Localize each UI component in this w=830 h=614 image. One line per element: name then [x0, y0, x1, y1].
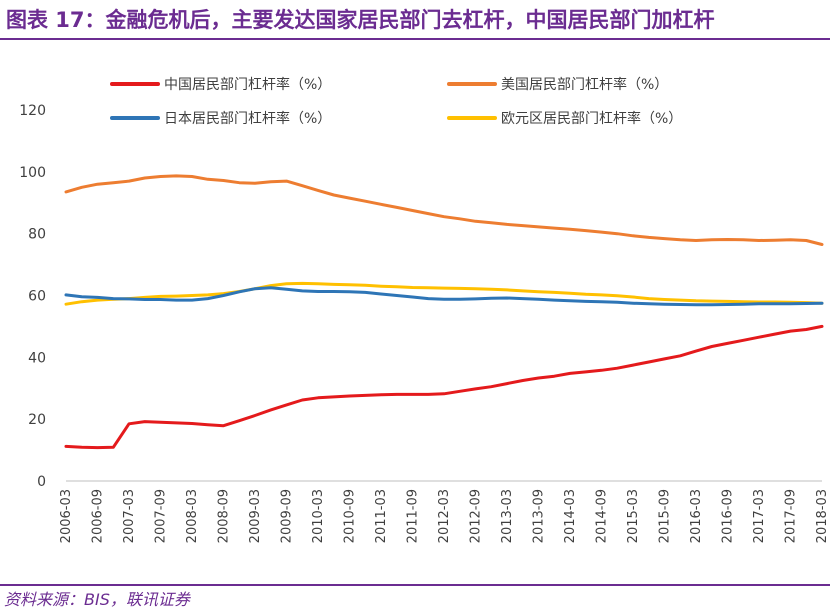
y-tick-label: 0 — [37, 474, 46, 490]
x-tick-label: 2017-09 — [784, 489, 799, 543]
y-tick-label: 60 — [28, 289, 46, 305]
x-tick-label: 2010-03 — [311, 489, 326, 543]
x-tick-label: 2007-03 — [122, 489, 137, 543]
y-tick-label: 80 — [28, 227, 46, 243]
legend-label-euro: 欧元区居民部门杠杆率（%） — [501, 110, 682, 127]
y-tick-label: 100 — [19, 165, 46, 181]
x-tick-label: 2013-03 — [500, 489, 515, 543]
x-tick-label: 2016-03 — [689, 489, 704, 543]
series-lines — [64, 174, 824, 450]
x-tick-label: 2010-09 — [343, 489, 358, 543]
legend-label-usa: 美国居民部门杠杆率（%） — [501, 76, 668, 93]
x-tick-label: 2011-03 — [374, 489, 389, 543]
legend-label-japan: 日本居民部门杠杆率（%） — [164, 110, 331, 127]
x-tick-label: 2017-03 — [752, 489, 767, 543]
x-tick-label: 2008-09 — [217, 489, 232, 543]
y-tick-label: 40 — [28, 350, 46, 366]
legend-label-china: 中国居民部门杠杆率（%） — [164, 76, 331, 93]
series-line-usa — [64, 174, 824, 246]
series-line-japan — [64, 286, 824, 307]
title-divider — [0, 38, 830, 40]
x-tick-label: 2008-03 — [185, 489, 200, 543]
x-tick-label: 2012-09 — [469, 489, 484, 543]
x-tick-label: 2012-03 — [437, 489, 452, 543]
x-axis: 2006-03 2006-09 2007-03 2007-09 2008-03 2008-… — [59, 480, 830, 543]
legend: 中国居民部门杠杆率（%） 美国居民部门杠杆率（%） 日本居民部门杠杆率（%） 欧元区居… — [110, 76, 682, 127]
legend-entry-china: 中国居民部门杠杆率（%） — [110, 76, 331, 93]
series-line-euro — [64, 281, 824, 306]
x-tick-label: 2016-09 — [721, 489, 736, 543]
source-note: 资料来源：BIS，联讯证券 — [4, 590, 190, 609]
y-tick-label: 20 — [28, 412, 46, 428]
x-tick-label: 2007-09 — [154, 489, 169, 543]
x-tick-label: 2013-09 — [532, 489, 547, 543]
source-divider — [0, 584, 830, 586]
x-tick-label: 2015-03 — [626, 489, 641, 543]
y-tick-label: 120 — [19, 103, 46, 119]
legend-entry-usa: 美国居民部门杠杆率（%） — [447, 76, 668, 93]
page-title: 图表 17：金融危机后，主要发达国家居民部门去杠杆，中国居民部门加杠杆 — [6, 8, 715, 32]
x-tick-label: 2014-03 — [563, 489, 578, 543]
series-line-china — [64, 324, 824, 450]
y-axis: 0 20 40 60 80 100 120 — [19, 103, 46, 490]
x-tick-label: 2006-03 — [59, 489, 74, 543]
x-tick-label: 2014-09 — [595, 489, 610, 543]
x-tick-label: 2009-09 — [280, 489, 295, 543]
x-tick-label: 2006-09 — [91, 489, 106, 543]
x-tick-label: 2011-09 — [406, 489, 421, 543]
x-tick-label: 2009-03 — [248, 489, 263, 543]
x-tick-label: 2018-03 — [815, 489, 830, 543]
legend-entry-euro: 欧元区居民部门杠杆率（%） — [447, 110, 682, 127]
x-tick-label: 2015-09 — [658, 489, 673, 543]
legend-entry-japan: 日本居民部门杠杆率（%） — [110, 110, 331, 127]
